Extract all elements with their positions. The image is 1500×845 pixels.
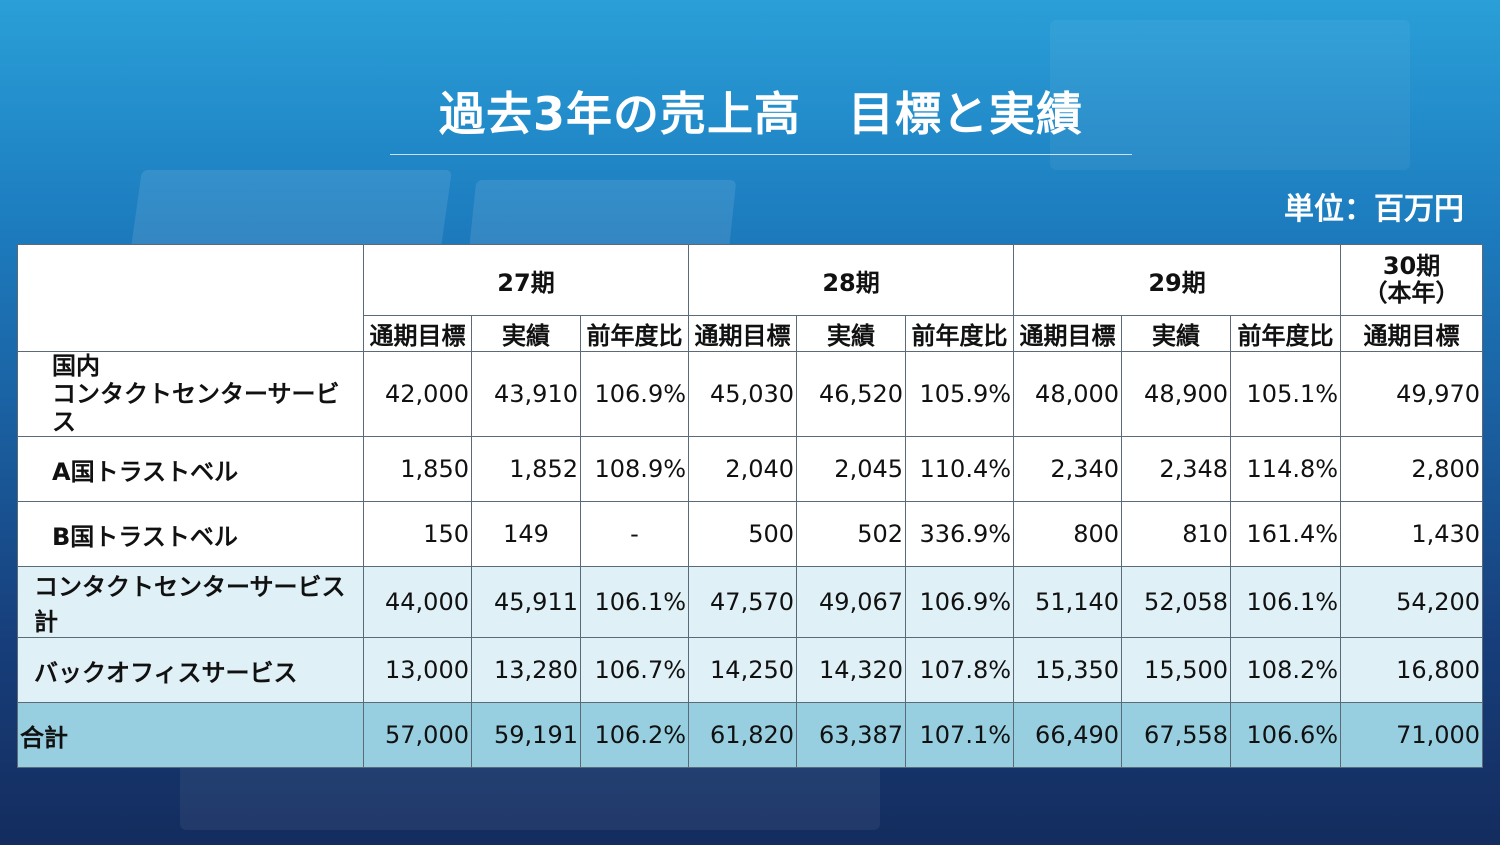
cell-value: 2,340: [1013, 436, 1123, 502]
cell-value: -: [579, 501, 690, 567]
cell-value: 106.7%: [579, 637, 690, 703]
period-header-row: 27期 28期 29期 30期 （本年）: [17, 244, 1484, 352]
cell-value: 61,820: [688, 702, 798, 768]
cell-value: 336.9%: [905, 501, 1015, 567]
cell-value: 1,430: [1340, 501, 1484, 567]
cell-value: 13,280: [471, 637, 581, 703]
cell-value: 14,250: [688, 637, 798, 703]
cell-value: 13,000: [363, 637, 472, 703]
cell-value: 15,350: [1013, 637, 1123, 703]
background-window-shape: [1050, 20, 1410, 170]
row-label: 合計: [17, 702, 364, 768]
cell-value: 161.4%: [1230, 501, 1342, 567]
total-row: 合計 57,000 59,191 106.2% 61,820 63,387 10…: [17, 702, 1484, 768]
period-header-30-line2: （本年）: [1363, 279, 1460, 307]
table-row: バックオフィスサービス 13,000 13,280 106.7% 14,250 …: [17, 637, 1484, 703]
cell-value: 106.6%: [1230, 702, 1342, 768]
cell-value: 502: [796, 501, 907, 567]
cell-value: 106.9%: [579, 351, 690, 437]
subheader-target: 通期目標: [1013, 315, 1123, 352]
cell-value: 52,058: [1121, 566, 1232, 638]
cell-value: 107.8%: [905, 637, 1015, 703]
cell-value: 48,900: [1121, 351, 1232, 437]
cell-value: 14,320: [796, 637, 907, 703]
cell-value: 45,911: [471, 566, 581, 638]
period-header-28: 28期: [688, 244, 1015, 316]
cell-value: 48,000: [1013, 351, 1123, 437]
cell-value: 2,045: [796, 436, 907, 502]
cell-value: 1,850: [363, 436, 472, 502]
table-row: コンタクトセンターサービス計 44,000 45,911 106.1% 47,5…: [17, 566, 1484, 638]
cell-value: 16,800: [1340, 637, 1484, 703]
table-row: A国トラストベル 1,850 1,852 108.9% 2,040 2,045 …: [17, 436, 1484, 502]
cell-value: 63,387: [796, 702, 907, 768]
cell-value: 51,140: [1013, 566, 1123, 638]
cell-value: 2,348: [1121, 436, 1232, 502]
cell-value: 46,520: [796, 351, 907, 437]
row-label: A国トラストベル: [17, 436, 364, 502]
period-header-30-line1: 30期: [1382, 252, 1441, 280]
cell-value: 15,500: [1121, 637, 1232, 703]
table-row: 国内 コンタクトセンターサービス 42,000 43,910 106.9% 45…: [17, 351, 1484, 437]
row-label: コンタクトセンターサービス計: [17, 566, 364, 638]
subheader-actual: 実績: [796, 315, 907, 352]
corner-header-cell: [17, 244, 364, 352]
subheader-target: 通期目標: [1340, 315, 1484, 352]
cell-value: 106.1%: [579, 566, 690, 638]
cell-value: 66,490: [1013, 702, 1123, 768]
cell-value: 105.1%: [1230, 351, 1342, 437]
cell-value: 42,000: [363, 351, 472, 437]
cell-value: 47,570: [688, 566, 798, 638]
cell-value: 150: [363, 501, 472, 567]
cell-value: 2,040: [688, 436, 798, 502]
cell-value: 110.4%: [905, 436, 1015, 502]
slide-title: 過去3年の売上高 目標と実績: [390, 78, 1132, 155]
period-header-30: 30期 （本年）: [1340, 244, 1484, 316]
cell-value: 105.9%: [905, 351, 1015, 437]
table-row: B国トラストベル 150 149 - 500 502 336.9% 800 81…: [17, 501, 1484, 567]
cell-value: 149: [471, 501, 581, 567]
subheader-actual: 実績: [1121, 315, 1232, 352]
cell-value: 54,200: [1340, 566, 1484, 638]
subheader-yoy: 前年度比: [579, 315, 690, 352]
row-label-line2: コンタクトセンターサービス: [52, 380, 340, 436]
period-header-29: 29期: [1013, 244, 1342, 316]
cell-value: 2,800: [1340, 436, 1484, 502]
cell-value: 1,852: [471, 436, 581, 502]
cell-value: 43,910: [471, 351, 581, 437]
subheader-target: 通期目標: [363, 315, 472, 352]
subheader-actual: 実績: [471, 315, 581, 352]
row-label: 国内 コンタクトセンターサービス: [17, 351, 364, 437]
cell-value: 71,000: [1340, 702, 1484, 768]
subheader-target: 通期目標: [688, 315, 798, 352]
cell-value: 108.9%: [579, 436, 690, 502]
cell-value: 67,558: [1121, 702, 1232, 768]
subheader-yoy: 前年度比: [905, 315, 1015, 352]
cell-value: 114.8%: [1230, 436, 1342, 502]
row-label-line1: 国内: [52, 352, 100, 380]
row-label: バックオフィスサービス: [17, 637, 364, 703]
subheader-row: 通期目標 実績 前年度比 通期目標 実績 前年度比 通期目標 実績 前年度比 通…: [18, 315, 1484, 352]
cell-value: 106.9%: [905, 566, 1015, 638]
cell-value: 107.1%: [905, 702, 1015, 768]
cell-value: 500: [688, 501, 798, 567]
cell-value: 57,000: [363, 702, 472, 768]
cell-value: 49,067: [796, 566, 907, 638]
cell-value: 44,000: [363, 566, 472, 638]
cell-value: 800: [1013, 501, 1123, 567]
cell-value: 45,030: [688, 351, 798, 437]
cell-value: 106.1%: [1230, 566, 1342, 638]
subheader-yoy: 前年度比: [1230, 315, 1342, 352]
cell-value: 810: [1121, 501, 1232, 567]
cell-value: 49,970: [1340, 351, 1484, 437]
sales-table: 27期 28期 29期 30期 （本年） 通期目標 実績 前年度比 通期目標 実…: [17, 244, 1484, 768]
unit-label: 単位：百万円: [1284, 192, 1464, 227]
cell-value: 108.2%: [1230, 637, 1342, 703]
period-header-27: 27期: [362, 244, 690, 316]
cell-value: 106.2%: [579, 702, 690, 768]
cell-value: 59,191: [471, 702, 581, 768]
row-label: B国トラストベル: [17, 501, 364, 567]
